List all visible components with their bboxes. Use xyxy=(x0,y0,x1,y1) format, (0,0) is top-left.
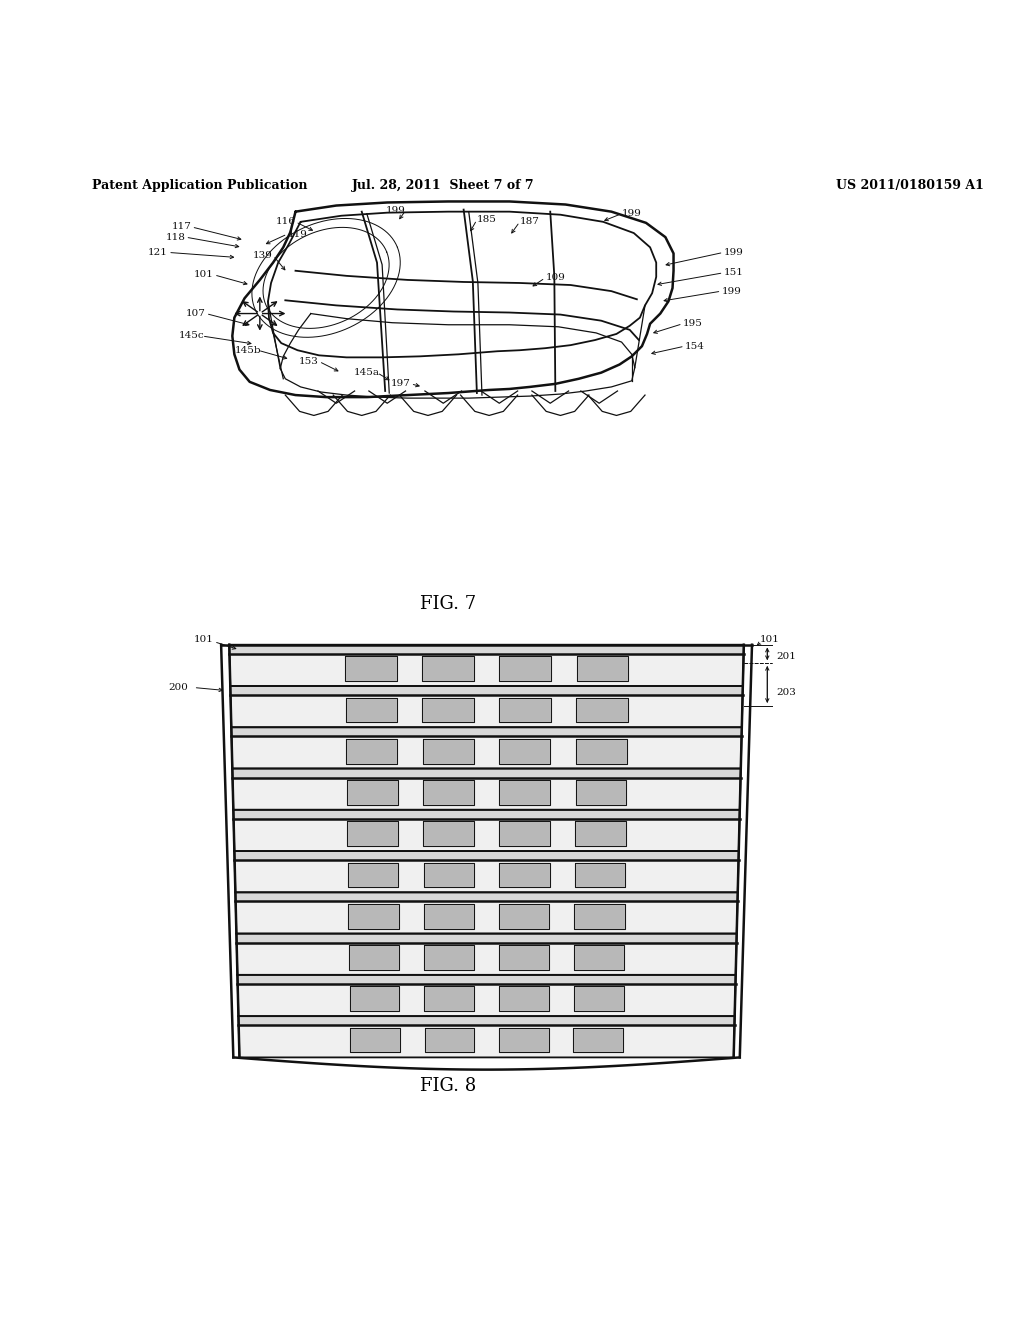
Text: FIG. 7: FIG. 7 xyxy=(420,595,476,612)
Polygon shape xyxy=(232,768,740,809)
Polygon shape xyxy=(423,780,474,805)
Text: 199: 199 xyxy=(722,286,741,296)
Text: 107: 107 xyxy=(185,309,206,318)
Polygon shape xyxy=(574,945,625,970)
Polygon shape xyxy=(237,933,736,942)
Text: US 2011/0180159 A1: US 2011/0180159 A1 xyxy=(836,178,983,191)
Polygon shape xyxy=(500,780,550,805)
Polygon shape xyxy=(424,904,474,929)
Polygon shape xyxy=(499,986,549,1011)
Polygon shape xyxy=(236,892,737,902)
Polygon shape xyxy=(345,656,396,681)
Polygon shape xyxy=(423,697,474,722)
Polygon shape xyxy=(231,727,741,737)
Text: 145a: 145a xyxy=(354,368,380,378)
Polygon shape xyxy=(424,986,474,1011)
Polygon shape xyxy=(346,739,397,763)
Polygon shape xyxy=(499,904,549,929)
Polygon shape xyxy=(422,656,474,681)
Polygon shape xyxy=(238,975,735,983)
Polygon shape xyxy=(574,904,625,929)
Polygon shape xyxy=(234,851,738,861)
Text: 199: 199 xyxy=(385,206,406,215)
Polygon shape xyxy=(423,739,474,763)
Text: 199: 199 xyxy=(724,248,743,257)
Polygon shape xyxy=(347,821,398,846)
Text: 203: 203 xyxy=(776,688,797,697)
Polygon shape xyxy=(237,933,736,975)
Text: 199: 199 xyxy=(622,209,642,218)
Polygon shape xyxy=(348,904,398,929)
Polygon shape xyxy=(234,851,738,892)
Polygon shape xyxy=(229,644,743,653)
Text: 195: 195 xyxy=(683,319,702,329)
Text: Patent Application Publication: Patent Application Publication xyxy=(92,178,307,191)
Text: 101: 101 xyxy=(194,635,214,644)
Polygon shape xyxy=(349,986,399,1011)
Polygon shape xyxy=(499,1028,549,1052)
Polygon shape xyxy=(233,809,739,851)
Text: 119: 119 xyxy=(288,230,307,239)
Polygon shape xyxy=(236,892,737,933)
Polygon shape xyxy=(349,945,399,970)
Polygon shape xyxy=(238,975,735,1016)
Polygon shape xyxy=(499,945,549,970)
Text: 118: 118 xyxy=(165,232,185,242)
Text: 121: 121 xyxy=(148,248,168,257)
Polygon shape xyxy=(500,821,550,846)
Polygon shape xyxy=(350,1028,399,1052)
Polygon shape xyxy=(500,656,551,681)
Text: 153: 153 xyxy=(299,356,318,366)
Text: 109: 109 xyxy=(546,273,565,282)
Polygon shape xyxy=(346,697,397,722)
Polygon shape xyxy=(239,1016,734,1057)
Text: 154: 154 xyxy=(685,342,705,351)
Polygon shape xyxy=(425,1028,474,1052)
Polygon shape xyxy=(500,697,551,722)
Polygon shape xyxy=(574,862,626,887)
Text: FIG. 8: FIG. 8 xyxy=(420,1077,476,1094)
Polygon shape xyxy=(230,686,742,727)
Text: 116: 116 xyxy=(275,218,295,226)
Text: 201: 201 xyxy=(776,652,797,661)
Text: 151: 151 xyxy=(724,268,743,277)
Polygon shape xyxy=(423,821,474,846)
Polygon shape xyxy=(575,739,627,763)
Polygon shape xyxy=(499,862,550,887)
Text: 187: 187 xyxy=(520,218,540,226)
Polygon shape xyxy=(575,821,626,846)
Text: 101: 101 xyxy=(760,635,779,644)
Polygon shape xyxy=(575,780,627,805)
Text: 197: 197 xyxy=(390,379,411,388)
Polygon shape xyxy=(239,1016,734,1026)
Polygon shape xyxy=(230,686,742,696)
Text: 200: 200 xyxy=(168,682,188,692)
Polygon shape xyxy=(233,809,739,818)
Text: 101: 101 xyxy=(194,271,214,280)
Polygon shape xyxy=(424,862,474,887)
Text: 185: 185 xyxy=(477,215,497,224)
Polygon shape xyxy=(577,656,628,681)
Polygon shape xyxy=(229,644,743,686)
Polygon shape xyxy=(573,986,624,1011)
Polygon shape xyxy=(573,1028,623,1052)
Polygon shape xyxy=(232,768,740,777)
Text: 139: 139 xyxy=(253,251,272,260)
Text: 145c: 145c xyxy=(179,331,205,341)
Text: 145b: 145b xyxy=(234,346,261,355)
Polygon shape xyxy=(347,780,397,805)
Text: Jul. 28, 2011  Sheet 7 of 7: Jul. 28, 2011 Sheet 7 of 7 xyxy=(352,178,535,191)
Polygon shape xyxy=(577,697,628,722)
Polygon shape xyxy=(231,727,741,768)
Polygon shape xyxy=(500,739,550,763)
Polygon shape xyxy=(424,945,474,970)
Text: 117: 117 xyxy=(171,223,191,231)
Polygon shape xyxy=(348,862,398,887)
